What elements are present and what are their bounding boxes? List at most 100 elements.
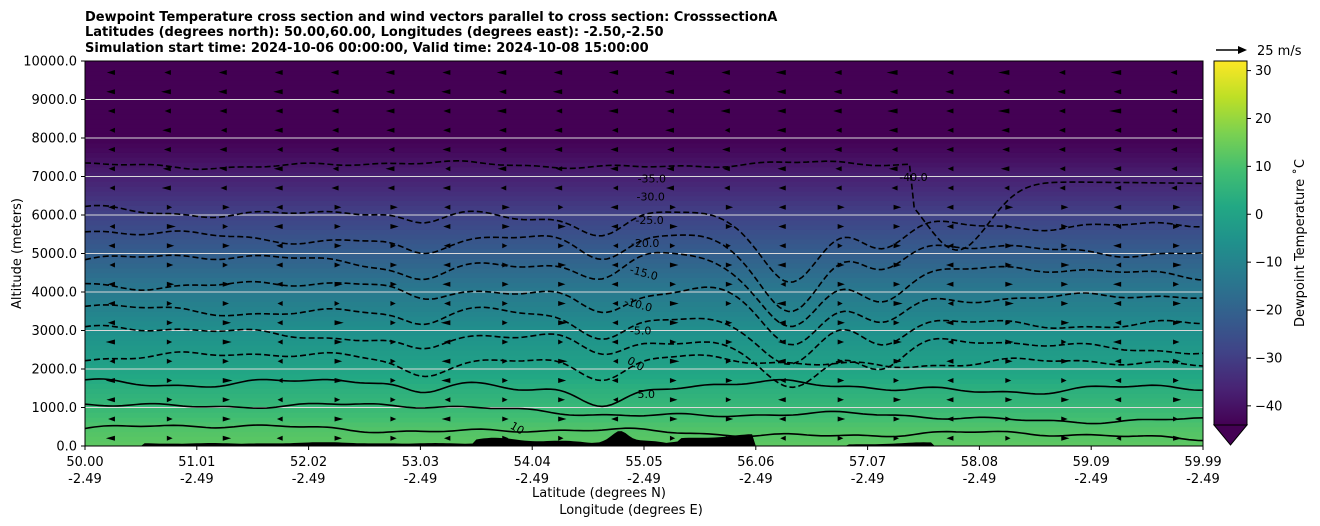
wind-vector: [775, 70, 786, 76]
wind-vector: [1059, 166, 1066, 172]
wind-vector: [385, 166, 395, 172]
field-band: [85, 205, 1203, 211]
x-tick-label-lat: 57.07: [849, 455, 886, 470]
wind-vector: [1171, 108, 1178, 114]
wind-vector: [722, 89, 730, 95]
field-band: [85, 142, 1203, 149]
field-band: [85, 171, 1203, 177]
wind-vector: [893, 224, 901, 230]
wind-vector: [441, 416, 451, 422]
wind-vector: [108, 416, 115, 422]
wind-vector: [277, 320, 283, 326]
wind-vector: [163, 147, 171, 153]
y-tick-label: 10000.0: [23, 55, 77, 70]
wind-vector: [611, 378, 619, 384]
field-band: [85, 104, 1203, 110]
wind-vector: [837, 320, 845, 326]
wind-vector: [893, 301, 903, 307]
wind-vector: [390, 243, 397, 249]
wind-vector: [610, 204, 619, 210]
wind-vector: [837, 281, 845, 287]
colorbar-label: Dewpoint Temperature ˚C: [1292, 159, 1308, 327]
wind-vector: [502, 281, 509, 287]
wind-vector: [947, 70, 954, 76]
wind-vector: [946, 108, 954, 114]
wind-vector: [1114, 397, 1122, 403]
wind-vector: [331, 108, 339, 114]
wind-vector: [837, 435, 844, 441]
wind-vector: [776, 358, 786, 364]
wind-vector: [1058, 70, 1066, 76]
field-band: [85, 407, 1203, 413]
wind-vector: [441, 89, 451, 95]
field-band: [85, 373, 1203, 380]
field-band: [85, 109, 1203, 115]
wind-vector: [1004, 185, 1010, 191]
wind-vector: [1059, 185, 1066, 191]
wind-vector: [222, 416, 231, 422]
wind-vector: [220, 185, 227, 191]
wind-vector: [105, 339, 115, 345]
wind-vector: [442, 185, 451, 191]
wind-vector: [779, 243, 786, 249]
wind-vector: [724, 185, 730, 191]
field-band: [85, 147, 1203, 153]
wind-vector: [332, 127, 339, 133]
wind-vector: [893, 204, 902, 210]
wind-vector: [1173, 224, 1180, 230]
wind-vector: [725, 204, 734, 210]
wind-vector: [558, 358, 568, 364]
y-axis-label: Altitude (meters): [10, 198, 25, 309]
wind-vector: [613, 243, 619, 249]
wind-vector: [390, 339, 396, 345]
wind-vector: [222, 243, 230, 249]
wind-vector: [276, 435, 283, 441]
wind-vector: [946, 224, 954, 230]
wind-vector: [164, 108, 171, 114]
wind-vector: [222, 224, 229, 230]
wind-vector: [502, 378, 508, 384]
wind-vector: [499, 89, 507, 95]
wind-vector: [1170, 70, 1178, 76]
wind-vector: [1109, 108, 1122, 114]
x-tick-label-lon: -2.49: [404, 472, 438, 487]
field-band: [85, 320, 1203, 327]
field-band: [85, 239, 1203, 245]
contour-line: [85, 251, 1203, 328]
wind-vector: [837, 358, 845, 364]
wind-vector: [837, 224, 845, 230]
field-band: [85, 436, 1203, 442]
wind-vector: [834, 70, 842, 76]
wind-vector: [558, 301, 566, 307]
wind-vector: [496, 108, 507, 114]
y-tick-label: 3000.0: [32, 324, 78, 339]
wind-vector: [888, 127, 898, 133]
wind-vector: [277, 397, 283, 403]
wind-vector: [385, 108, 395, 114]
y-tick-label: 5000.0: [32, 247, 78, 262]
wind-vector: [334, 262, 341, 268]
colorbar-tick-label: −30: [1255, 351, 1282, 366]
wind-vector: [837, 416, 846, 422]
wind-vector: [1173, 204, 1181, 210]
contour-line: [85, 159, 1203, 251]
wind-vector: [669, 243, 676, 249]
wind-vector: [443, 339, 451, 345]
wind-vector: [833, 89, 842, 95]
chart-title-line-1: Dewpoint Temperature cross section and w…: [85, 10, 777, 25]
x-tick-label-lat: 56.06: [737, 455, 774, 470]
wind-vector: [330, 70, 339, 76]
wind-vector: [611, 435, 619, 441]
wind-vector: [106, 397, 115, 403]
wind-vector: [390, 416, 397, 422]
wind-vector: [837, 243, 843, 249]
wind-vector: [1058, 108, 1066, 114]
wind-vector: [1061, 339, 1067, 345]
field-band: [85, 186, 1203, 192]
wind-vector: [220, 127, 227, 133]
wind-vector: [390, 262, 398, 268]
contour-line: [85, 304, 1203, 366]
wind-vector: [222, 262, 228, 268]
x-tick-label-lat: 53.03: [402, 455, 439, 470]
wind-vector: [837, 301, 843, 307]
